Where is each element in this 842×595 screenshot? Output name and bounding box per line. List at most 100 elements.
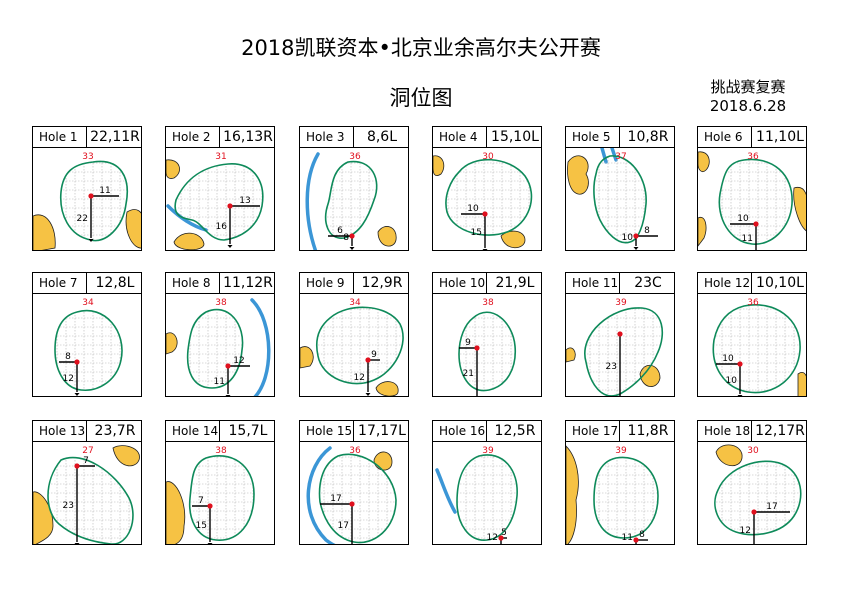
hole-header: Hole 14 15,7L — [166, 421, 274, 442]
pin-side-value: 9 — [371, 350, 377, 360]
stage-label: 挑战赛复赛 — [710, 78, 786, 96]
water-hazard — [250, 298, 271, 396]
hole-header: Hole 15 17,17L — [300, 421, 408, 442]
front-marker — [365, 393, 371, 396]
pin-flag — [498, 535, 504, 541]
bunker — [566, 445, 579, 544]
page-title: 2018凯联资本•北京业余高尔夫公开赛 — [241, 36, 601, 60]
pin-depth-value: 21 — [463, 369, 474, 379]
hole-card: Hole 10 21,9L 38 21 9 — [432, 272, 542, 397]
green-outline — [445, 158, 533, 236]
pin-flag — [74, 463, 80, 469]
hole-card: Hole 6 11,10L 36 11 10 — [697, 126, 807, 251]
green-grid — [594, 457, 658, 538]
bunker — [173, 232, 205, 250]
pin-side-value: 8 — [65, 352, 71, 362]
bunker — [639, 365, 661, 387]
green-map: 31 16 13 — [166, 152, 264, 250]
hole-header: Hole 4 15,10L — [433, 127, 541, 148]
pin-position: 8,6L — [366, 129, 398, 145]
hole-card: Hole 3 8,6L 36 8 6 — [299, 126, 409, 251]
pin-flag — [737, 361, 743, 367]
pin-depth-value: 23 — [63, 501, 74, 511]
pin-side-value: 5 — [501, 528, 507, 538]
green-depth-label: 31 — [215, 152, 226, 162]
green-grid — [325, 161, 377, 239]
bunker — [567, 155, 589, 195]
bunker — [377, 226, 397, 247]
water-hazard — [600, 148, 608, 164]
green-map: 39 23 — [566, 298, 664, 396]
hole-card: Hole 14 15,7L 38 15 7 — [165, 420, 275, 545]
front-marker — [74, 543, 80, 544]
pin-position: 12,9R — [361, 275, 403, 291]
bunker — [566, 347, 576, 363]
bunker — [373, 451, 393, 471]
pin-depth-value: 10 — [622, 233, 634, 243]
hole-name: Hole 10 — [433, 273, 487, 293]
green-outline — [458, 311, 516, 392]
pin-flag — [617, 331, 623, 337]
hole-name: Hole 1 — [33, 127, 87, 147]
green-depth-label: 36 — [349, 446, 361, 456]
green-grid — [445, 159, 532, 236]
hole-card: Hole 8 11,12R 38 11 12 — [165, 272, 275, 397]
green-map: 38 21 9 — [458, 298, 516, 396]
bunker — [433, 155, 445, 176]
hole-card: Hole 7 12,8L 34 12 8 — [32, 272, 142, 397]
pin-position: 10,8R — [627, 129, 669, 145]
hole-card: Hole 4 15,10L 30 15 10 — [432, 126, 542, 251]
green-depth-label: 36 — [747, 152, 759, 162]
pin-position: 12,8L — [95, 275, 135, 291]
water-hazard — [610, 148, 618, 162]
green-depth-label: 30 — [482, 152, 494, 162]
pin-position: 16,13R — [223, 129, 273, 145]
hole-name: Hole 5 — [566, 127, 620, 147]
green-map: 38 11 12 — [166, 298, 271, 396]
pin-depth-value: 8 — [343, 233, 349, 243]
green-depth-label: 39 — [482, 446, 494, 456]
green-depth-label: 38 — [215, 298, 227, 308]
pin-side-value: 6 — [337, 226, 343, 236]
pin-position: 22,11R — [90, 129, 140, 145]
hole-header: Hole 13 23,7R — [33, 421, 141, 442]
hole-card: Hole 1 22,11R 33 22 11 — [32, 126, 142, 251]
pin-flag — [633, 233, 639, 239]
hole-header: Hole 16 12,5R — [433, 421, 541, 442]
pin-depth-value: 17 — [338, 521, 349, 531]
hole-name: Hole 15 — [300, 421, 354, 441]
green-map: 36 11 10 — [698, 151, 806, 250]
pin-depth-value: 12 — [354, 373, 365, 383]
front-marker — [633, 247, 639, 250]
green-depth-label: 36 — [349, 152, 361, 162]
green-outline — [712, 304, 801, 394]
water-hazard — [306, 446, 336, 544]
hole-header: Hole 2 16,13R — [166, 127, 274, 148]
pin-position: 11,10L — [756, 129, 804, 145]
green-grid — [187, 309, 243, 389]
front-marker — [227, 245, 233, 248]
pin-depth-value: 22 — [77, 214, 88, 224]
green-depth-label: 38 — [482, 298, 494, 308]
green-outline — [324, 160, 378, 239]
pin-depth-value: 15 — [471, 228, 482, 238]
pin-side-value: 10 — [722, 354, 734, 364]
green-depth-label: 33 — [82, 152, 93, 162]
pin-flag — [482, 211, 488, 217]
green-map: 36 10 10 — [712, 298, 806, 396]
pin-depth-value: 15 — [196, 521, 207, 531]
hole-header: Hole 9 12,9R — [300, 273, 408, 294]
front-marker — [225, 395, 231, 396]
green-depth-label: 30 — [747, 446, 759, 456]
page-subtitle: 洞位图 — [389, 86, 453, 110]
pin-side-value: 13 — [239, 196, 250, 206]
hole-name: Hole 16 — [433, 421, 487, 441]
hole-header: Hole 3 8,6L — [300, 127, 408, 148]
pin-position: 10,10L — [756, 275, 804, 291]
green-grid — [459, 312, 516, 391]
front-marker — [74, 393, 80, 396]
green-map: 37 10 8 — [567, 148, 658, 250]
pin-position: 23C — [634, 275, 662, 291]
hole-card: Hole 11 23C 39 23 — [565, 272, 675, 397]
hole-header: Hole 1 22,11R — [33, 127, 141, 148]
